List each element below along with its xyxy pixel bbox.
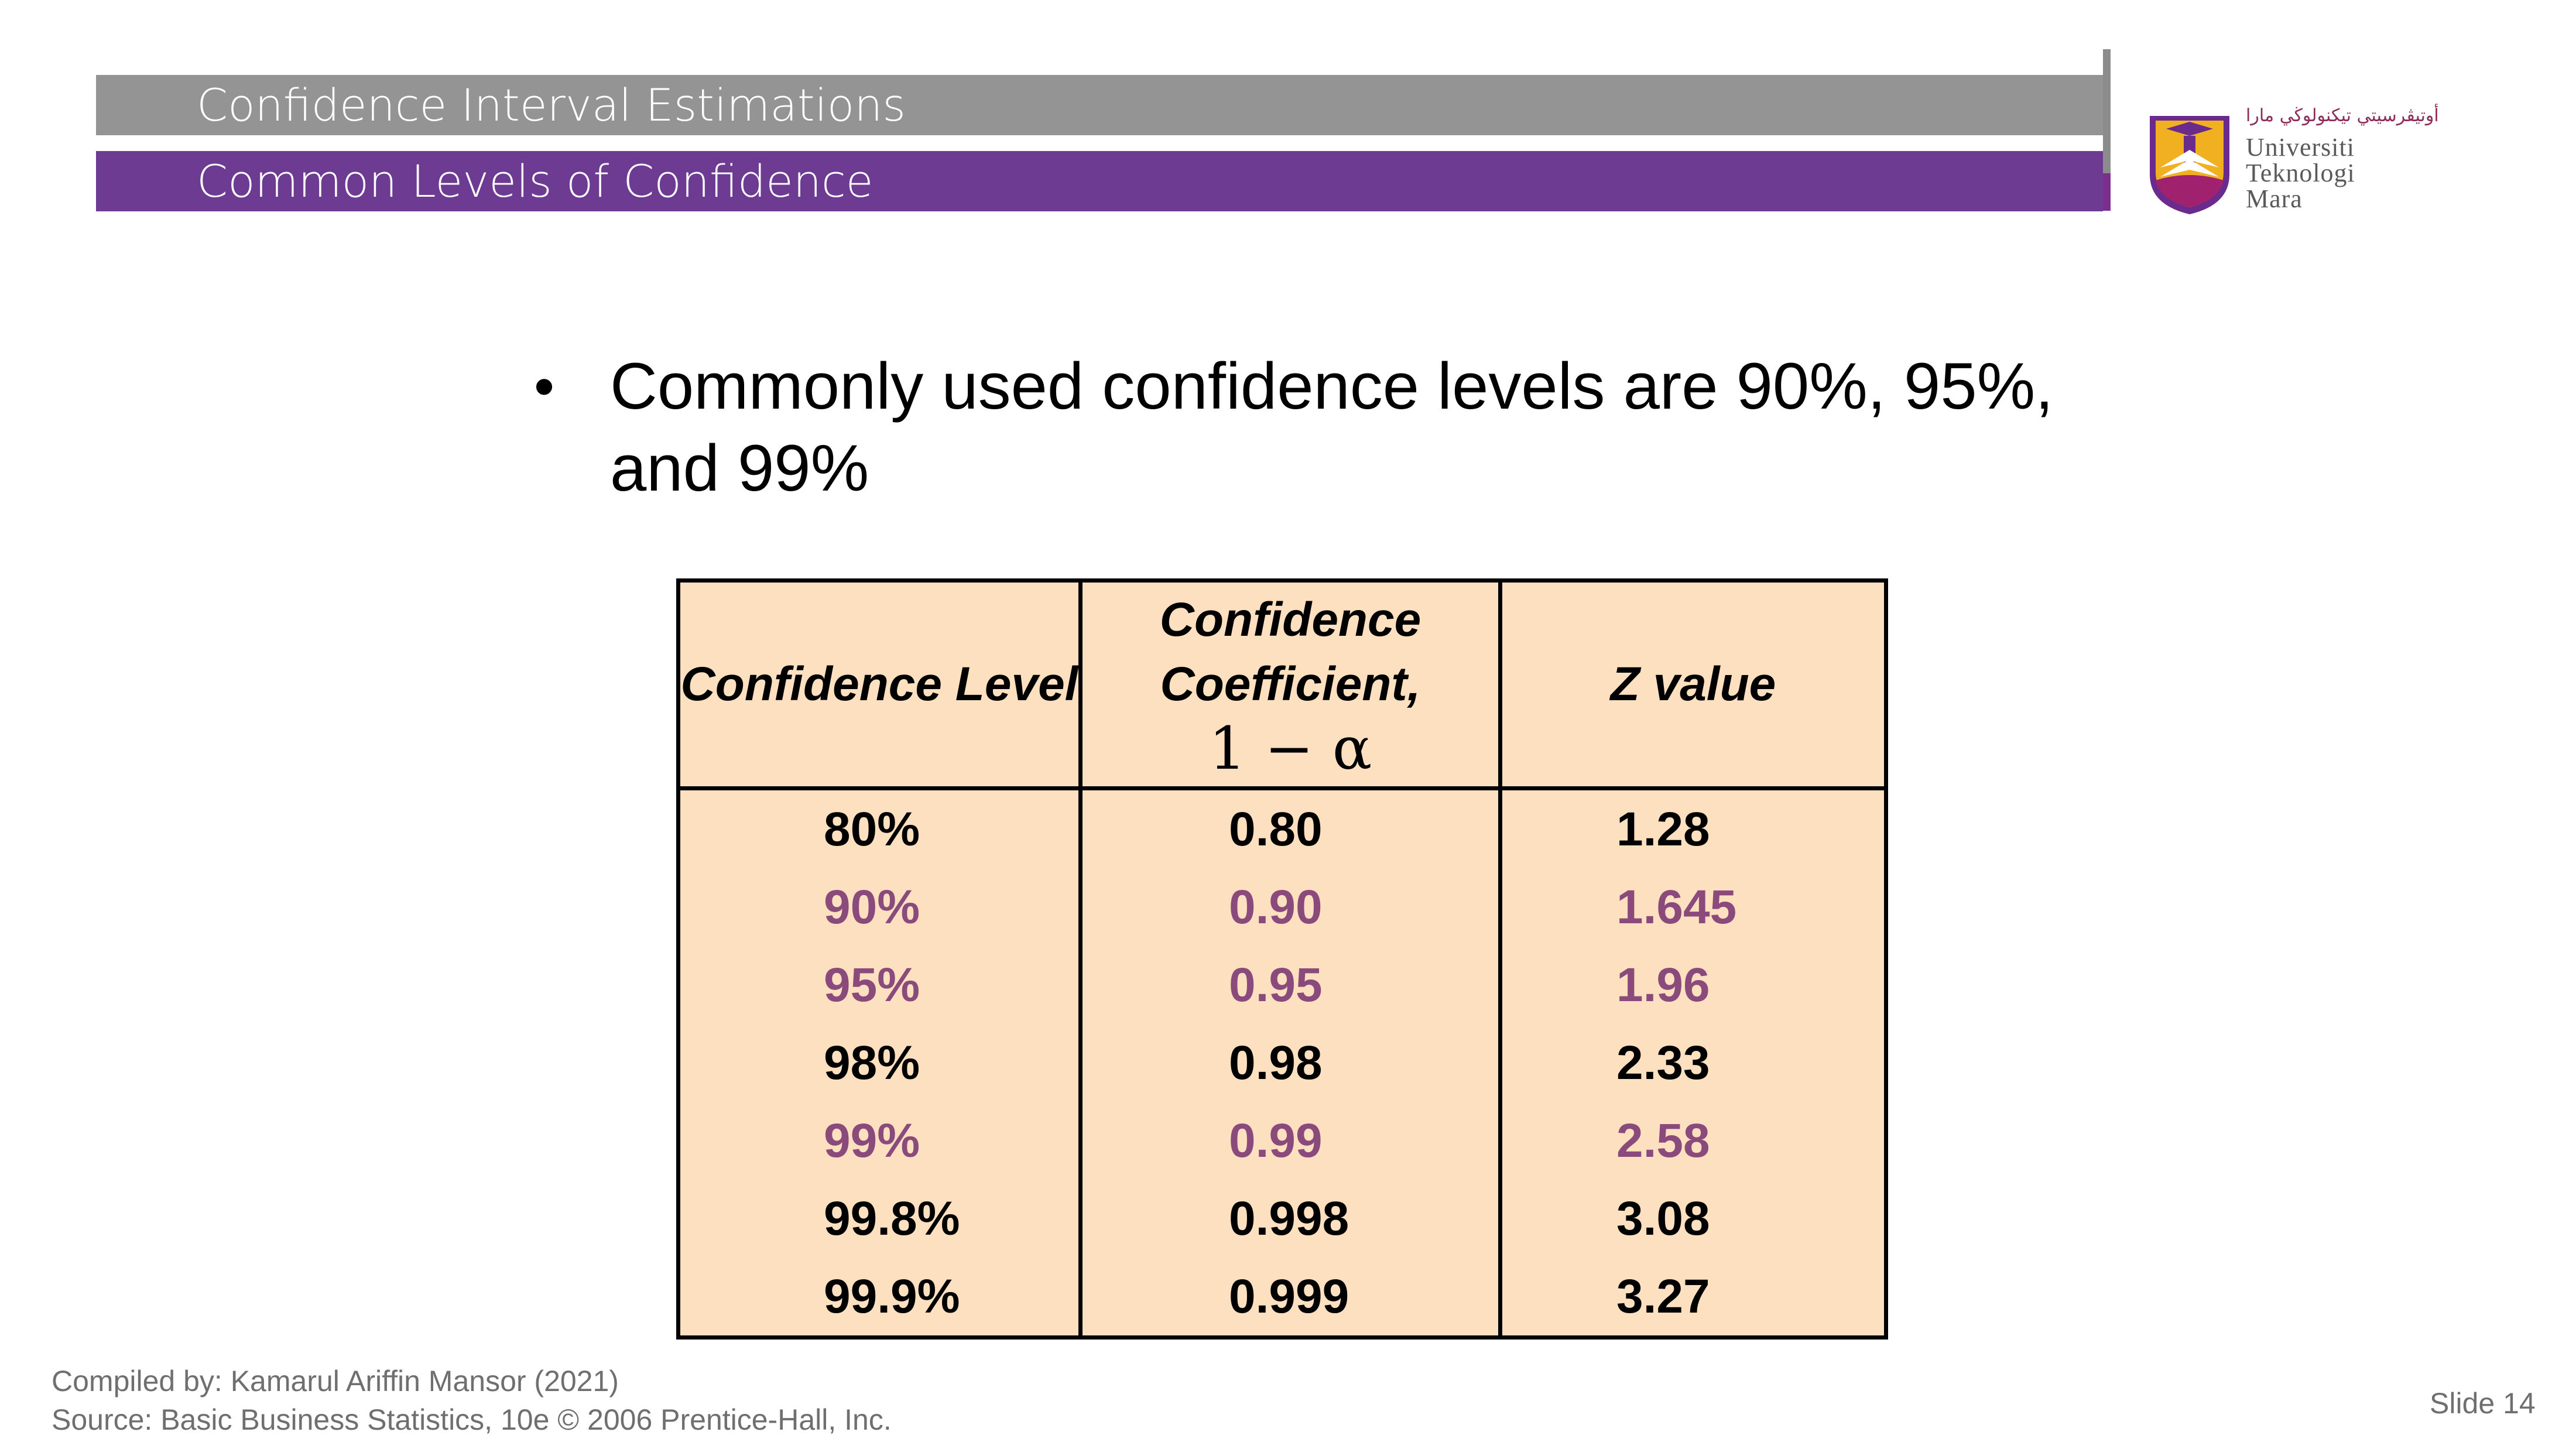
cell-z-value: 1.28 <box>1498 788 1888 868</box>
cell-z-value: 1.96 <box>1498 946 1888 1024</box>
cell-confidence-level: 99% <box>676 1102 1083 1180</box>
header-divider <box>2103 49 2111 211</box>
cell-z-value: 2.33 <box>1498 1024 1888 1102</box>
logo-word-mara: Mara <box>2246 184 2303 213</box>
confidence-level-table: Confidence Level Confidence Coefficient,… <box>676 578 1888 1340</box>
bullet-text: Commonly used confidence levels are 90%,… <box>610 350 2054 505</box>
table-row: 99.9% 0.999 3.27 <box>676 1258 1888 1340</box>
table-row: 90% 0.90 1.645 <box>676 868 1888 946</box>
slide-title: Confidence Interval Estimations <box>197 79 906 131</box>
header-confidence-level: Confidence Level <box>676 578 1083 790</box>
header-divider-accent <box>2103 173 2111 211</box>
slide-number: Slide 14 <box>2430 1387 2536 1420</box>
header-z-value: Z value <box>1498 578 1888 790</box>
bullet-dot-icon: • <box>534 354 555 419</box>
logo-arabic-text: أوتيڤرسيتي تيكنولوڬي مارا <box>2246 105 2439 126</box>
slide-subtitle: Common Levels of Confidence <box>197 155 873 207</box>
cell-confidence-level: 99.9% <box>676 1258 1083 1340</box>
cell-confidence-coefficient: 0.95 <box>1078 946 1502 1024</box>
cell-confidence-coefficient: 0.99 <box>1078 1102 1502 1180</box>
cell-confidence-level: 99.8% <box>676 1180 1083 1258</box>
cell-confidence-coefficient: 0.998 <box>1078 1180 1502 1258</box>
bullet-point: • Commonly used confidence levels are 90… <box>534 345 2173 509</box>
table-row: 80% 0.80 1.28 <box>676 788 1888 868</box>
cell-confidence-coefficient: 0.90 <box>1078 868 1502 946</box>
header-z-value-label: Z value <box>1610 657 1776 711</box>
university-logo: أوتيڤرسيتي تيكنولوڬي مارا Universiti Tek… <box>2143 105 2439 222</box>
cell-confidence-level: 90% <box>676 868 1083 946</box>
university-emblem-icon <box>2150 116 2229 214</box>
header-confidence-coefficient: Confidence Coefficient, 1 − α <box>1078 578 1502 790</box>
footer-compiled-by: Compiled by: Kamarul Ariffin Mansor (202… <box>52 1365 619 1397</box>
logo-word-teknologi: Teknologi <box>2246 159 2355 187</box>
cell-z-value: 3.08 <box>1498 1180 1888 1258</box>
cell-z-value: 3.27 <box>1498 1258 1888 1340</box>
logo-word-universiti: Universiti <box>2246 133 2355 162</box>
cell-z-value: 1.645 <box>1498 868 1888 946</box>
cell-z-value: 2.58 <box>1498 1102 1888 1180</box>
cell-confidence-level: 95% <box>676 946 1083 1024</box>
table-row: 95% 0.95 1.96 <box>676 946 1888 1024</box>
table-header-row: Confidence Level Confidence Coefficient,… <box>676 578 1888 790</box>
header-confidence-coefficient-label: Confidence Coefficient, <box>1159 593 1421 711</box>
header-confidence-level-label: Confidence Level <box>680 657 1078 711</box>
header-coefficient-formula: 1 − α <box>1208 714 1372 783</box>
table-row: 98% 0.98 2.33 <box>676 1024 1888 1102</box>
cell-confidence-coefficient: 0.80 <box>1078 788 1502 868</box>
slide-title-bar: Confidence Interval Estimations <box>96 75 2103 135</box>
cell-confidence-coefficient: 0.98 <box>1078 1024 1502 1102</box>
cell-confidence-level: 80% <box>676 788 1083 868</box>
footer-source: Source: Basic Business Statistics, 10e ©… <box>52 1403 892 1436</box>
slide-subtitle-bar: Common Levels of Confidence <box>96 151 2103 211</box>
cell-confidence-level: 98% <box>676 1024 1083 1102</box>
cell-confidence-coefficient: 0.999 <box>1078 1258 1502 1340</box>
table-row: 99% 0.99 2.58 <box>676 1102 1888 1180</box>
table-row: 99.8% 0.998 3.08 <box>676 1180 1888 1258</box>
